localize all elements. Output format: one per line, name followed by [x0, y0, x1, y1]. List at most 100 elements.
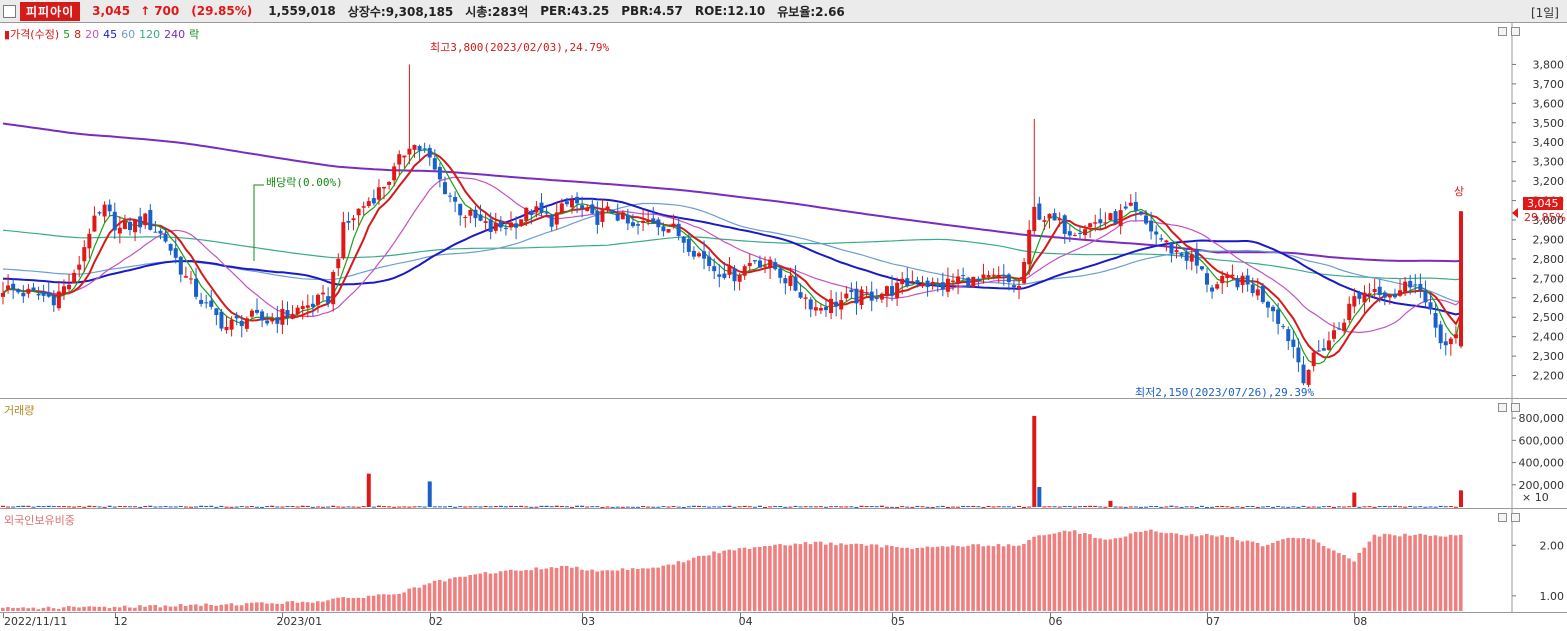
candle-body: [910, 281, 915, 283]
candle-body: [686, 239, 691, 252]
volume-chart[interactable]: 800,000 600,000 400,000 200,000: [0, 399, 1567, 509]
foreign-bar: [1098, 538, 1102, 611]
volume-bar: [153, 506, 158, 508]
candle-body: [1398, 290, 1403, 296]
candle-body: [575, 196, 580, 204]
volume-bar: [1027, 506, 1032, 508]
legend-item[interactable]: 락: [189, 28, 200, 41]
foreign-bar: [285, 601, 290, 611]
x-tick: [114, 613, 116, 618]
volume-bar: [1291, 506, 1296, 508]
period-selector[interactable]: [1일]: [1530, 6, 1559, 20]
foreign-bar: [676, 561, 681, 611]
candle-body: [610, 209, 615, 214]
foreign-bar: [356, 597, 361, 611]
foreign-bar: [519, 570, 523, 611]
foreign-bar: [539, 569, 544, 611]
volume-bar: [707, 506, 712, 508]
candle-body: [1057, 218, 1062, 221]
volume-bar: [387, 506, 392, 508]
candle-body: [275, 317, 280, 324]
y-tick-label: 3,600: [1533, 97, 1565, 110]
volume-bar: [488, 506, 493, 508]
foreign-bar: [590, 569, 594, 611]
candle-body: [204, 302, 209, 304]
legend-item[interactable]: 60: [121, 27, 136, 41]
candle-body: [727, 265, 732, 275]
panel-minimize-icon[interactable]: [1498, 403, 1507, 412]
y-tick-label: 2,700: [1533, 272, 1565, 285]
foreign-bar: [1230, 536, 1234, 611]
foreign-bar: [630, 568, 635, 611]
foreign-bar: [1210, 535, 1214, 611]
x-tick: [739, 613, 741, 618]
volume-bar: [1296, 506, 1301, 508]
volume-bar: [1382, 505, 1387, 507]
volume-bar: [214, 506, 219, 508]
foreign-chart[interactable]: 2.00 1.00: [0, 509, 1567, 613]
candle-body: [138, 216, 143, 228]
volume-bar: [575, 505, 580, 507]
volume-bar: [1286, 506, 1291, 508]
volume-bar: [1093, 505, 1098, 507]
candle-body: [67, 284, 72, 290]
legend-item[interactable]: 20: [85, 27, 100, 41]
foreign-bar: [382, 594, 386, 611]
foreign-bar: [168, 606, 173, 611]
candle-body: [239, 320, 244, 327]
foreign-bar: [1342, 555, 1346, 611]
volume-bar: [1342, 506, 1347, 508]
volume-bar: [1047, 506, 1052, 508]
candle-body: [290, 313, 295, 319]
foreign-bar: [1362, 547, 1367, 611]
select-checkbox[interactable]: [3, 4, 16, 18]
volume-bar: [51, 506, 56, 508]
foreign-bar: [173, 606, 178, 611]
legend-item[interactable]: 8: [74, 27, 82, 41]
legend-item[interactable]: 240: [164, 27, 186, 41]
foreign-bar: [823, 544, 828, 611]
legend-item[interactable]: 5: [63, 27, 71, 41]
candle-body: [87, 233, 92, 249]
volume-bar: [41, 506, 46, 508]
foreign-bar: [1321, 546, 1326, 611]
legend-item[interactable]: 45: [103, 27, 118, 41]
volume-bar: [620, 506, 625, 508]
foreign-bar: [1398, 536, 1402, 611]
volume-bar: [427, 481, 432, 507]
panel-minimize-icon[interactable]: [1498, 513, 1507, 522]
foreign-bar: [971, 544, 975, 611]
legend-item[interactable]: 120: [139, 27, 161, 41]
foreign-bar: [178, 604, 183, 611]
panel-maximize-icon[interactable]: [1511, 513, 1520, 522]
stock-name[interactable]: 피피아이: [20, 1, 81, 21]
panel-maximize-icon[interactable]: [1511, 27, 1520, 36]
volume-bar: [265, 506, 270, 508]
candle-body: [417, 145, 422, 151]
panel-maximize-icon[interactable]: [1511, 403, 1520, 412]
panel-minimize-icon[interactable]: [1498, 27, 1507, 36]
foreign-bar: [915, 547, 920, 611]
candle-body: [940, 282, 945, 290]
price-chart[interactable]: 3,8003,7003,6003,5003,4003,3003,2003,100…: [0, 23, 1567, 399]
legend-item[interactable]: ▮가격(수정): [4, 28, 60, 41]
foreign-bar: [829, 542, 833, 611]
candle-body: [950, 280, 955, 282]
x-tick-label: 05: [891, 615, 906, 628]
candle-body: [793, 276, 798, 291]
foreign-bar: [742, 547, 747, 611]
volume-bar: [808, 506, 813, 508]
foreign-bar: [219, 604, 224, 611]
candle-body: [859, 289, 864, 305]
volume-bar: [961, 505, 966, 507]
volume-bar: [260, 506, 265, 508]
volume-bar: [1387, 506, 1392, 508]
foreign-bar: [808, 544, 813, 611]
foreign-bar: [1408, 535, 1412, 611]
volume-bar: [453, 506, 458, 508]
volume-bar: [361, 506, 366, 508]
foreign-bar: [534, 567, 539, 611]
volume-bar: [1164, 506, 1169, 508]
foreign-bar: [280, 604, 285, 611]
volume-bar: [346, 506, 351, 508]
